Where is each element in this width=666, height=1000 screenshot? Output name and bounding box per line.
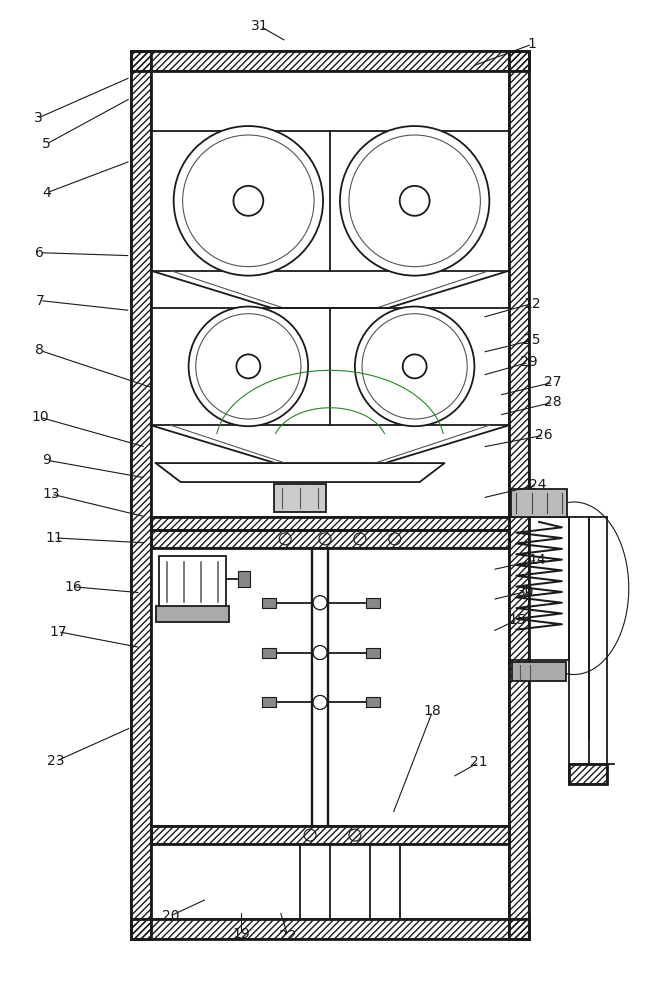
Text: 6: 6: [35, 246, 45, 260]
Text: 27: 27: [544, 375, 562, 389]
Bar: [509, 51, 529, 939]
Bar: [509, 51, 529, 939]
Text: 30: 30: [517, 585, 534, 599]
Text: 17: 17: [49, 625, 67, 639]
Text: 26: 26: [535, 428, 553, 442]
Bar: [511, 489, 567, 517]
Bar: [151, 517, 509, 530]
Text: 16: 16: [64, 580, 82, 594]
Bar: [131, 51, 151, 939]
Text: 13: 13: [43, 487, 60, 501]
Bar: [131, 51, 529, 71]
Text: 25: 25: [523, 333, 541, 347]
Bar: [131, 51, 151, 939]
Text: 11: 11: [45, 531, 63, 545]
Bar: [151, 826, 509, 844]
Circle shape: [355, 307, 474, 426]
Bar: [262, 648, 276, 658]
Circle shape: [313, 646, 327, 660]
Text: 28: 28: [544, 395, 562, 409]
Text: 23: 23: [47, 754, 65, 768]
Circle shape: [313, 695, 327, 709]
Text: 7: 7: [35, 294, 44, 308]
Circle shape: [174, 126, 323, 276]
Text: 3: 3: [33, 111, 42, 125]
Bar: [366, 648, 380, 658]
Circle shape: [340, 126, 490, 276]
Text: 5: 5: [42, 137, 51, 151]
Bar: [569, 764, 607, 784]
Circle shape: [400, 186, 430, 216]
Bar: [262, 697, 276, 707]
Circle shape: [236, 354, 260, 378]
Text: 9: 9: [42, 453, 51, 467]
Circle shape: [279, 533, 291, 545]
Text: 18: 18: [424, 704, 442, 718]
Text: 14: 14: [528, 553, 546, 567]
Text: 1: 1: [527, 37, 536, 51]
Bar: [131, 51, 529, 71]
Circle shape: [233, 186, 263, 216]
Bar: [151, 826, 509, 844]
Bar: [151, 517, 509, 530]
Circle shape: [313, 596, 327, 610]
Text: 10: 10: [31, 410, 49, 424]
Text: 15: 15: [509, 613, 526, 627]
Text: 21: 21: [470, 755, 488, 769]
Bar: [156, 606, 229, 622]
Bar: [366, 697, 380, 707]
Circle shape: [403, 354, 427, 378]
Circle shape: [313, 596, 327, 610]
Text: 29: 29: [520, 355, 537, 369]
Text: 20: 20: [162, 909, 179, 923]
Text: 24: 24: [529, 478, 546, 492]
Bar: [131, 919, 529, 939]
Circle shape: [313, 695, 327, 709]
Bar: [151, 530, 509, 548]
Bar: [262, 598, 276, 608]
Circle shape: [354, 533, 366, 545]
Text: 12: 12: [523, 297, 541, 311]
Bar: [512, 662, 566, 681]
Bar: [151, 530, 509, 548]
Bar: [159, 556, 226, 608]
Circle shape: [389, 533, 401, 545]
Text: 19: 19: [232, 927, 250, 941]
Polygon shape: [156, 463, 444, 482]
Text: 31: 31: [251, 19, 269, 33]
Text: 8: 8: [35, 343, 45, 357]
Circle shape: [319, 533, 331, 545]
Bar: [131, 919, 529, 939]
Text: 22: 22: [279, 929, 296, 943]
Text: 4: 4: [42, 186, 51, 200]
Circle shape: [304, 829, 316, 841]
Circle shape: [313, 646, 327, 660]
Bar: [366, 598, 380, 608]
Circle shape: [188, 307, 308, 426]
Bar: [274, 484, 326, 512]
Circle shape: [349, 829, 361, 841]
Bar: [238, 571, 250, 587]
Bar: [569, 764, 607, 784]
